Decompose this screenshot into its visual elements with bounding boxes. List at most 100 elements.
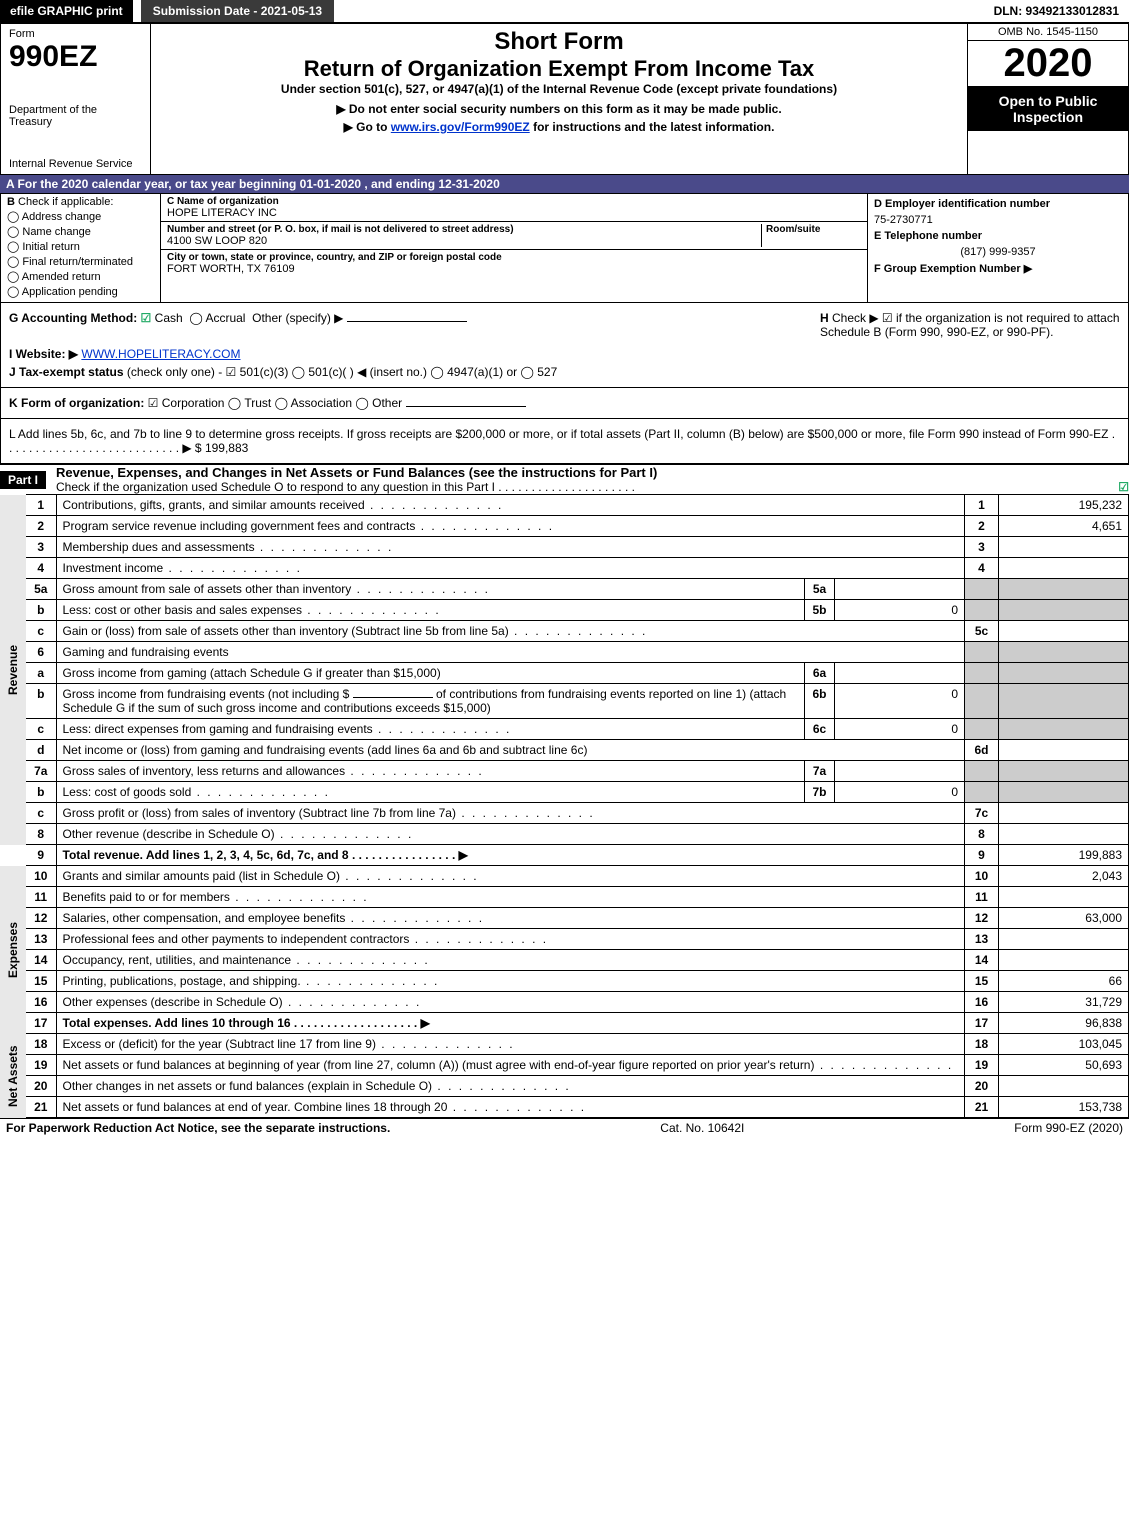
name-change-label: Name change: [22, 226, 91, 238]
schedule-b-text: Check ▶ ☑ if the organization is not req…: [820, 311, 1120, 339]
line-20-ref: 20: [965, 1076, 999, 1097]
line-5a-desc: Gross amount from sale of assets other t…: [63, 582, 491, 596]
line-8-ref: 8: [965, 824, 999, 845]
line-2-ref: 2: [965, 516, 999, 537]
line-9-num: 9: [26, 845, 56, 866]
submission-date-label: Submission Date - 2021-05-13: [141, 0, 334, 22]
org-name-value: HOPE LITERACY INC: [167, 207, 861, 219]
efile-print-label[interactable]: efile GRAPHIC print: [0, 0, 133, 22]
line-19-num: 19: [26, 1055, 56, 1076]
line-15-num: 15: [26, 971, 56, 992]
line-7b-subval: 0: [835, 782, 965, 803]
line-6c-shade: [965, 719, 999, 740]
application-pending-label: Application pending: [22, 286, 118, 298]
application-pending-checkbox[interactable]: ◯ Application pending: [7, 285, 154, 298]
line-5b-amount-shade: [999, 600, 1129, 621]
line-6a-subval: [835, 663, 965, 684]
line-13-num: 13: [26, 929, 56, 950]
org-name-label: C Name of organization: [167, 196, 861, 207]
amended-return-label: Amended return: [22, 271, 101, 283]
line-6a-sub: 6a: [805, 663, 835, 684]
amended-return-checkbox[interactable]: ◯ Amended return: [7, 270, 154, 283]
line-18-amount: 103,045: [999, 1034, 1129, 1055]
line-7b-desc: Less: cost of goods sold: [63, 785, 330, 799]
line-19-amount: 50,693: [999, 1055, 1129, 1076]
line-7c-ref: 7c: [965, 803, 999, 824]
line-3-num: 3: [26, 537, 56, 558]
line-6b-input[interactable]: [353, 697, 433, 698]
under-section: Under section 501(c), 527, or 4947(a)(1)…: [161, 82, 957, 96]
header-left: Form 990EZ Department of the Treasury In…: [1, 24, 151, 174]
form-number: 990EZ: [9, 40, 142, 74]
line-6-amount-shade: [999, 642, 1129, 663]
line-7a-sub: 7a: [805, 761, 835, 782]
goto-row: ▶ Go to www.irs.gov/Form990EZ for instru…: [161, 120, 957, 134]
line-6b-desc1: Gross income from fundraising events (no…: [63, 687, 350, 701]
info-block: B Check if applicable: ◯ Address change …: [0, 193, 1129, 303]
line-6b-sub: 6b: [805, 684, 835, 719]
initial-return-label: Initial return: [22, 241, 79, 253]
k-block: K Form of organization: ☑ Corporation ◯ …: [0, 388, 1129, 419]
part1-header-row: Part I Revenue, Expenses, and Changes in…: [0, 464, 1129, 494]
line-7a-desc: Gross sales of inventory, less returns a…: [63, 764, 484, 778]
part1-checkbox[interactable]: ☑: [1118, 480, 1129, 494]
line-6b-shade: [965, 684, 999, 719]
line-5a-num: 5a: [26, 579, 56, 600]
form-header: Form 990EZ Department of the Treasury In…: [0, 23, 1129, 175]
line-8-amount: [999, 824, 1129, 845]
initial-return-checkbox[interactable]: ◯ Initial return: [7, 240, 154, 253]
irs-label: Internal Revenue Service: [9, 158, 142, 170]
org-other-input[interactable]: [406, 406, 526, 407]
line-21-desc: Net assets or fund balances at end of ye…: [63, 1100, 587, 1114]
line-16-amount: 31,729: [999, 992, 1129, 1013]
spacer: [0, 845, 26, 866]
line-17-ref: 17: [965, 1013, 999, 1034]
line-10-ref: 10: [965, 866, 999, 887]
line-7b-num: b: [26, 782, 56, 803]
line-21-amount: 153,738: [999, 1097, 1129, 1118]
dept-treasury: Department of the Treasury: [9, 104, 142, 128]
line-8-num: 8: [26, 824, 56, 845]
part1-title: Revenue, Expenses, and Changes in Net As…: [56, 465, 657, 480]
line-6c-desc: Less: direct expenses from gaming and fu…: [63, 722, 512, 736]
cash-checkbox[interactable]: ☑: [141, 311, 152, 325]
phone-label: E Telephone number: [874, 230, 982, 242]
name-change-checkbox[interactable]: ◯ Name change: [7, 225, 154, 238]
line-6-shade: [965, 642, 999, 663]
website-link[interactable]: WWW.HOPELITERACY.COM: [81, 347, 240, 361]
line-6-desc: Gaming and fundraising events: [56, 642, 965, 663]
line-12-num: 12: [26, 908, 56, 929]
goto-link[interactable]: www.irs.gov/Form990EZ: [391, 120, 530, 134]
cash-label: Cash: [155, 311, 183, 325]
other-specify-input[interactable]: [347, 321, 467, 322]
line-14-amount: [999, 950, 1129, 971]
line-6-num: 6: [26, 642, 56, 663]
ssn-notice: ▶ Do not enter social security numbers o…: [161, 102, 957, 116]
dln-label: DLN: 93492133012831: [984, 0, 1129, 22]
line-2-amount: 4,651: [999, 516, 1129, 537]
line-3-desc: Membership dues and assessments: [63, 540, 394, 554]
website-label: I Website: ▶: [9, 347, 78, 361]
page-footer: For Paperwork Reduction Act Notice, see …: [0, 1118, 1129, 1137]
footer-center: Cat. No. 10642I: [660, 1121, 744, 1135]
line-13-amount: [999, 929, 1129, 950]
line-1-desc: Contributions, gifts, grants, and simila…: [63, 498, 504, 512]
line-5a-shade: [965, 579, 999, 600]
line-17-num: 17: [26, 1013, 56, 1034]
line-7b-sub: 7b: [805, 782, 835, 803]
line-11-ref: 11: [965, 887, 999, 908]
omb-number: OMB No. 1545-1150: [968, 24, 1128, 41]
line-11-desc: Benefits paid to or for members: [63, 890, 369, 904]
part1-table: Revenue 1 Contributions, gifts, grants, …: [0, 494, 1129, 1118]
street-label: Number and street (or P. O. box, if mail…: [167, 224, 761, 235]
line-3-ref: 3: [965, 537, 999, 558]
line-5b-num: b: [26, 600, 56, 621]
address-change-checkbox[interactable]: ◯ Address change: [7, 210, 154, 223]
line-9-amount: 199,883: [999, 845, 1129, 866]
line-17-desc: Total expenses. Add lines 10 through 16 …: [63, 1016, 430, 1030]
line-11-num: 11: [26, 887, 56, 908]
final-return-checkbox[interactable]: ◯ Final return/terminated: [7, 255, 154, 268]
open-to-public: Open to Public Inspection: [968, 87, 1128, 131]
line-9-ref: 9: [965, 845, 999, 866]
street-value: 4100 SW LOOP 820: [167, 235, 761, 247]
